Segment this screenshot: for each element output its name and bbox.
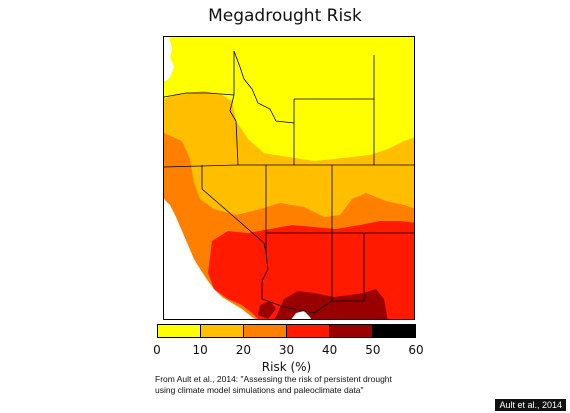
tick-label-20: 20 — [235, 343, 251, 357]
border-ca-nv — [201, 165, 267, 254]
color-legend — [157, 324, 416, 338]
border-ca-az — [261, 252, 269, 299]
risk-map — [163, 36, 415, 320]
legend-bin-40-50 — [330, 325, 373, 337]
border-id-mt — [233, 50, 295, 124]
citation-line-2: using climate model simulations and pale… — [155, 385, 364, 395]
gulf-of-california — [291, 311, 311, 319]
puget-sound — [164, 37, 174, 81]
legend-bin-10-20 — [201, 325, 244, 337]
pacific-ocean — [164, 199, 255, 319]
tick-label-50: 50 — [365, 343, 381, 357]
border-or-ca-nv — [164, 164, 239, 168]
tick-label-40: 40 — [322, 343, 338, 357]
legend-title: Risk (%) — [261, 360, 312, 374]
border-id-west — [229, 94, 239, 166]
state-borders — [164, 50, 414, 314]
tick-label-0: 0 — [153, 343, 161, 357]
risk-map-svg — [164, 37, 414, 319]
map-title: Megadrought Risk — [208, 6, 362, 26]
tick-label-10: 10 — [192, 343, 208, 357]
border-wa-or — [164, 92, 235, 98]
zone-risk-40-50-south — [258, 301, 276, 319]
legend-bin-50-60 — [373, 325, 415, 337]
legend-bin-0-10 — [158, 325, 201, 337]
tick-label-60: 60 — [408, 343, 424, 357]
citation-line-1: From Ault et al., 2014: "Assessing the r… — [155, 374, 392, 384]
border-us-mexico — [261, 298, 364, 314]
citation: From Ault et al., 2014: "Assessing the r… — [155, 374, 475, 396]
legend-bin-30-40 — [287, 325, 330, 337]
legend-ticks: 0 10 20 30 40 50 60 — [153, 343, 423, 359]
credit-badge: Ault et al., 2014 — [495, 399, 566, 411]
tick-label-30: 30 — [278, 343, 295, 357]
zone-risk-20-30-west — [164, 159, 184, 187]
legend-bin-20-30 — [244, 325, 287, 337]
